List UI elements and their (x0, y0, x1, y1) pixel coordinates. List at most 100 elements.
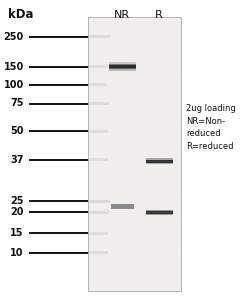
Bar (169, 94, 171, 95)
Bar (88, 102, 109, 105)
Bar (169, 156, 171, 157)
Bar (140, 133, 141, 134)
Bar (88, 83, 107, 86)
Bar (174, 266, 175, 267)
Bar (89, 24, 90, 25)
Bar (144, 243, 145, 244)
Bar (88, 251, 108, 254)
Bar (118, 90, 120, 91)
Bar (165, 172, 166, 173)
Bar (89, 252, 92, 253)
Bar (140, 247, 141, 248)
Bar (178, 221, 179, 222)
Bar (146, 211, 173, 214)
Bar (111, 204, 134, 208)
Bar (119, 240, 122, 241)
Bar (164, 229, 165, 230)
Bar (90, 24, 92, 25)
Bar (121, 91, 123, 92)
Bar (178, 289, 181, 290)
Bar (115, 246, 118, 247)
Bar (130, 210, 131, 211)
Text: 25: 25 (10, 196, 24, 206)
Bar (120, 259, 123, 260)
Bar (130, 144, 131, 145)
Bar (136, 75, 137, 76)
Bar (171, 66, 172, 67)
Bar (92, 71, 94, 72)
Bar (109, 166, 110, 167)
Bar (144, 107, 145, 108)
Bar (166, 252, 169, 253)
Bar (139, 169, 142, 170)
Bar (174, 273, 175, 274)
Bar (139, 100, 141, 101)
Bar (103, 244, 104, 245)
Bar (140, 92, 141, 94)
Bar (155, 213, 156, 214)
Bar (145, 211, 147, 212)
Bar (172, 224, 173, 225)
Bar (106, 280, 107, 281)
Bar (102, 129, 104, 130)
Bar (169, 145, 172, 146)
Bar (128, 66, 130, 67)
Bar (171, 183, 172, 184)
Bar (93, 144, 95, 145)
Bar (104, 100, 107, 101)
Bar (136, 128, 138, 129)
Bar (153, 270, 156, 271)
Bar (105, 111, 106, 112)
Bar (137, 79, 138, 80)
Bar (148, 283, 150, 284)
Bar (143, 185, 146, 186)
Bar (128, 195, 129, 196)
Bar (138, 73, 140, 74)
Bar (134, 147, 135, 148)
Bar (169, 69, 170, 70)
Bar (88, 158, 108, 161)
Bar (136, 56, 138, 57)
Bar (153, 178, 154, 179)
Bar (163, 213, 164, 214)
Bar (123, 29, 125, 30)
Bar (118, 29, 121, 30)
Bar (94, 84, 95, 85)
Bar (134, 287, 135, 288)
Bar (176, 57, 177, 58)
Bar (172, 130, 174, 131)
Bar (109, 67, 136, 69)
Bar (145, 226, 146, 227)
Bar (104, 100, 106, 101)
Bar (179, 259, 181, 260)
Bar (124, 216, 127, 217)
Bar (176, 112, 178, 113)
Bar (157, 138, 159, 139)
Bar (143, 182, 144, 183)
Bar (179, 148, 180, 149)
Bar (99, 32, 101, 33)
Text: 2ug loading
NR=Non-
reduced
R=reduced: 2ug loading NR=Non- reduced R=reduced (186, 104, 236, 151)
Bar (174, 172, 177, 173)
Bar (98, 224, 101, 225)
Bar (91, 33, 92, 34)
Bar (172, 184, 173, 186)
Bar (104, 44, 105, 45)
Bar (150, 205, 151, 206)
Bar (157, 99, 159, 100)
Bar (105, 207, 107, 208)
Bar (169, 131, 170, 132)
Bar (153, 143, 154, 144)
Bar (88, 200, 109, 202)
Bar (145, 21, 147, 22)
Bar (118, 77, 119, 79)
Bar (114, 138, 116, 139)
Bar (139, 94, 141, 95)
Bar (138, 76, 139, 77)
Bar (175, 28, 178, 29)
Bar (127, 267, 129, 268)
Bar (180, 177, 182, 178)
Bar (125, 253, 126, 254)
Text: 37: 37 (10, 154, 24, 165)
Text: 20: 20 (10, 207, 24, 218)
